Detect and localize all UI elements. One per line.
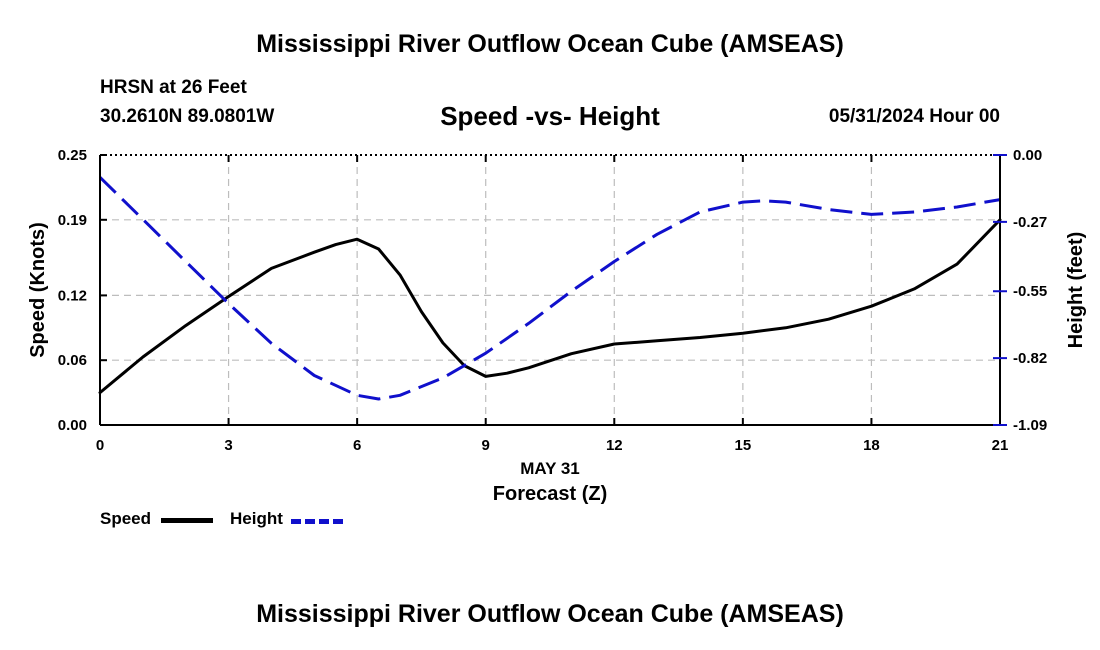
x-tick-label-12: 12 <box>606 437 623 454</box>
y-axis-left-title: Speed (Knots) <box>27 222 49 358</box>
y-right-tick-label--1.09: -1.09 <box>1013 417 1047 434</box>
y-right-tick-label--0.55: -0.55 <box>1013 283 1047 300</box>
chart-footer-title: Mississippi River Outflow Ocean Cube (AM… <box>256 600 844 628</box>
chart-main-title: Mississippi River Outflow Ocean Cube (AM… <box>256 30 844 58</box>
series-line-height <box>98 176 1001 401</box>
grid-lines <box>100 155 1000 425</box>
y-left-tick-label-0.12: 0.12 <box>58 287 87 304</box>
y-axis-right-title: Height (feet) <box>1065 232 1087 349</box>
y-right-tick-label-0.00: 0.00 <box>1013 147 1042 164</box>
y-left-tick-label-0.00: 0.00 <box>58 417 87 434</box>
axis-labels: 0 3 6 9 12 15 18 21 0.00 0.06 0.12 0.19 0.25 -1.09 -0.… <box>27 147 1087 505</box>
y-left-tick-label-0.25: 0.25 <box>58 147 87 164</box>
x-tick-label-18: 18 <box>863 437 880 454</box>
legend-height-label: Height <box>230 509 283 528</box>
x-tick-label-21: 21 <box>992 437 1009 454</box>
legend-height-swatch <box>291 519 343 524</box>
x-axis-title: Forecast (Z) <box>493 483 607 505</box>
x-tick-label-3: 3 <box>224 437 232 454</box>
y-right-tick-label--0.27: -0.27 <box>1013 214 1047 231</box>
station-coordinates: 30.2610N 89.0801W <box>100 106 275 127</box>
axes <box>99 154 1007 426</box>
legend-speed-label: Speed <box>100 509 152 528</box>
forecast-datetime: 05/31/2024 Hour 00 <box>828 106 1000 127</box>
y-left-tick-label-0.06: 0.06 <box>58 352 87 369</box>
x-tick-label-15: 15 <box>735 437 752 454</box>
x-axis-date-label: MAY 31 <box>520 459 580 478</box>
series-lines <box>98 176 1002 401</box>
x-tick-label-6: 6 <box>353 437 361 454</box>
legend-speed-swatch <box>161 518 213 523</box>
x-tick-label-0: 0 <box>96 437 104 454</box>
y-right-tick-label--0.82: -0.82 <box>1013 350 1047 367</box>
series-line-speed <box>98 218 1002 395</box>
x-tick-label-9: 9 <box>482 437 490 454</box>
station-label: HRSN at 26 Feet <box>100 77 247 98</box>
chart-subtitle: Speed -vs- Height <box>440 101 660 131</box>
y-left-tick-label-0.19: 0.19 <box>58 212 87 229</box>
